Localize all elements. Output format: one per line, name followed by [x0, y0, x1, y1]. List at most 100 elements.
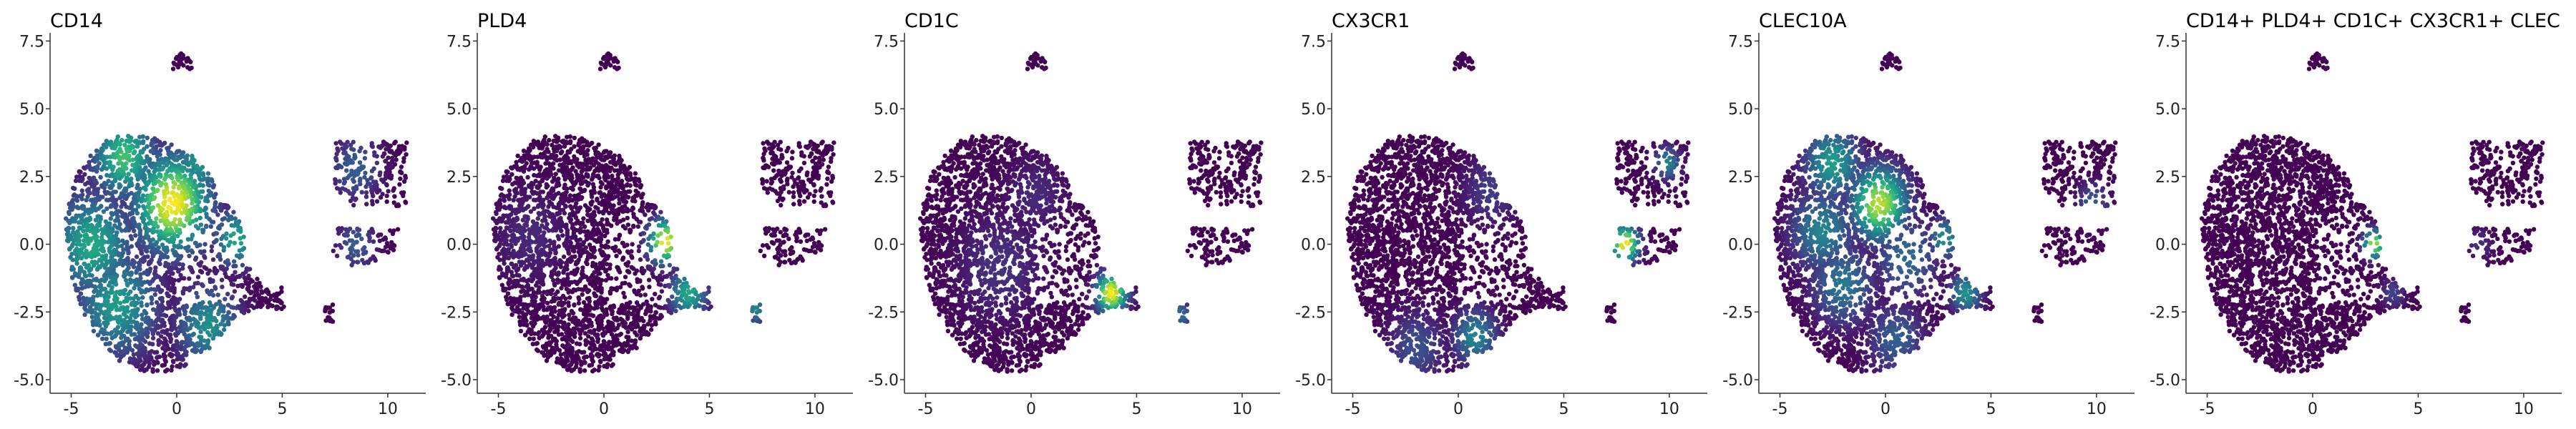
cell-point — [172, 243, 177, 249]
cell-point — [643, 292, 648, 297]
cell-point — [782, 260, 787, 265]
cell-point — [149, 142, 154, 148]
cell-point — [173, 56, 179, 61]
cell-point — [595, 315, 600, 320]
cell-point — [621, 290, 626, 296]
cell-point — [165, 209, 170, 214]
cell-point — [612, 217, 617, 222]
cell-point — [789, 174, 794, 180]
cell-point — [523, 302, 528, 307]
cell-point — [209, 244, 215, 250]
cell-point — [338, 228, 343, 234]
cell-point — [204, 223, 209, 229]
cell-point — [376, 144, 381, 149]
cell-point — [125, 330, 130, 335]
cell-point — [641, 318, 646, 324]
cell-point — [231, 259, 237, 264]
cell-point — [518, 328, 524, 334]
cell-point — [327, 305, 332, 310]
cell-point — [543, 161, 548, 166]
cell-point — [170, 271, 175, 276]
cell-point — [67, 211, 72, 217]
cell-point — [605, 239, 610, 245]
cell-point — [224, 231, 229, 236]
cell-point — [246, 273, 251, 278]
cell-point — [634, 193, 640, 198]
cell-point — [581, 216, 586, 221]
cell-point — [389, 240, 394, 245]
cell-point — [630, 255, 635, 260]
cell-point — [635, 322, 640, 327]
cell-point — [222, 322, 228, 327]
cell-point — [760, 243, 766, 248]
cell-point — [384, 165, 389, 170]
cell-point — [183, 362, 188, 367]
cell-point — [107, 340, 112, 346]
cell-point — [372, 153, 377, 158]
cell-point — [154, 216, 159, 221]
cell-point — [383, 172, 389, 178]
cell-point — [826, 190, 831, 195]
cell-point — [113, 218, 118, 223]
cell-point — [126, 320, 131, 325]
cell-point — [135, 144, 140, 149]
cell-point — [568, 185, 574, 191]
cell-point — [357, 160, 363, 165]
cell-point — [605, 272, 610, 278]
cell-point — [127, 356, 133, 361]
cell-point — [98, 174, 103, 180]
cell-point — [127, 360, 132, 365]
cell-point — [378, 194, 384, 200]
cell-point — [238, 241, 244, 246]
cell-point — [124, 161, 129, 166]
cell-point — [600, 332, 605, 337]
cell-point — [191, 331, 196, 337]
cell-point — [157, 163, 162, 168]
cell-point — [796, 169, 802, 174]
cell-point — [604, 185, 609, 191]
cell-point — [355, 227, 360, 232]
cell-point — [362, 156, 368, 161]
cell-point — [609, 286, 614, 291]
cell-point — [758, 248, 763, 254]
cell-point — [791, 184, 796, 189]
cell-point — [605, 222, 610, 227]
cell-point — [567, 317, 572, 322]
cell-point — [225, 302, 231, 307]
cell-point — [150, 205, 156, 210]
cell-point — [204, 212, 209, 217]
cell-point — [187, 287, 192, 292]
cell-point — [617, 250, 623, 255]
cell-point — [239, 309, 244, 314]
cell-point — [569, 309, 575, 314]
cell-point — [113, 189, 118, 194]
cell-point — [608, 63, 613, 68]
cell-point — [562, 144, 567, 149]
cell-point — [616, 322, 622, 327]
cell-point — [394, 203, 399, 209]
cell-point — [811, 199, 816, 204]
cell-point — [238, 236, 243, 241]
cell-point — [623, 275, 628, 280]
cell-point — [200, 283, 205, 288]
cell-point — [633, 199, 638, 204]
cell-point — [205, 171, 211, 176]
cell-point — [154, 300, 160, 305]
cell-point — [114, 304, 119, 310]
cell-point — [397, 182, 402, 187]
cell-point — [349, 238, 355, 243]
cell-point — [531, 166, 537, 171]
cell-point — [119, 340, 125, 345]
cell-point — [209, 248, 214, 254]
cell-point — [168, 332, 173, 337]
cell-point — [761, 186, 767, 191]
cell-point — [791, 202, 796, 207]
cell-point — [135, 182, 140, 187]
cell-point — [186, 162, 191, 167]
cell-point — [135, 211, 140, 216]
cell-point — [213, 286, 218, 291]
cell-point — [800, 258, 805, 263]
cell-point — [634, 268, 640, 273]
cell-point — [567, 312, 572, 317]
cell-point — [530, 315, 535, 320]
